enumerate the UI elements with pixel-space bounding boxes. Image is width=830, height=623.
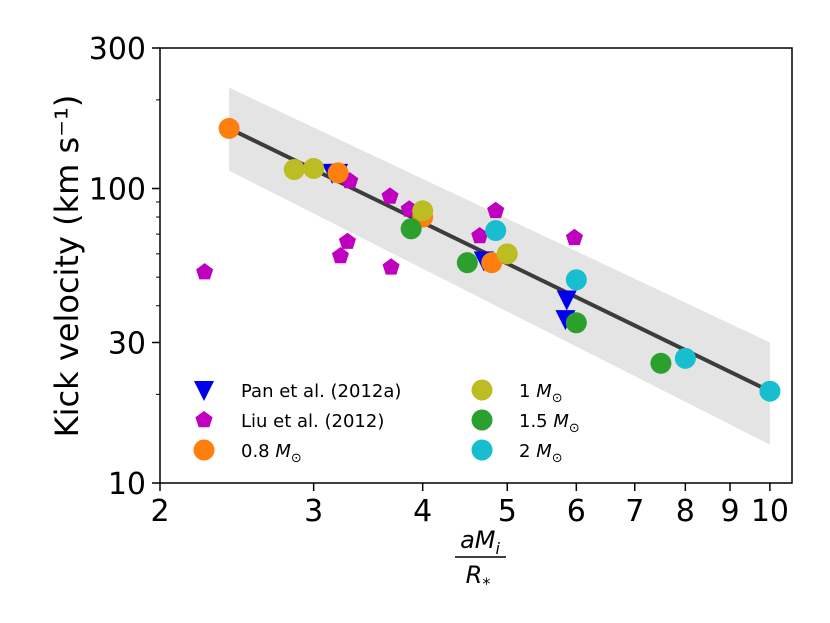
y-tick-label: 10	[108, 467, 146, 502]
data-point	[485, 220, 507, 242]
data-point	[565, 228, 583, 246]
data-points-layer	[196, 117, 781, 402]
data-point	[456, 252, 478, 274]
legend-entry: Liu et al. (2012)	[195, 411, 384, 432]
series-5	[485, 220, 781, 402]
data-point	[382, 258, 400, 275]
data-point	[556, 290, 577, 311]
series-3	[283, 157, 518, 265]
data-point	[650, 352, 672, 374]
x-axis-title-denominator: R*	[466, 561, 491, 593]
y-tick-label: 30	[108, 326, 146, 361]
axes-layer: 2 3 4 5 6 7 8 9 10 10 30 100 300	[89, 32, 793, 529]
data-point	[759, 380, 781, 402]
data-point	[196, 263, 214, 280]
y-tick-label: 300	[89, 32, 146, 67]
legend-marker	[471, 439, 493, 461]
x-axis-title-numerator: aMi	[460, 526, 500, 558]
legend: Pan et al. (2012a) Liu et al. (2012) 0.8 M…	[193, 379, 580, 466]
series-4	[400, 218, 672, 374]
legend-marker	[471, 379, 493, 401]
data-point	[471, 227, 489, 244]
data-point	[674, 347, 696, 369]
legend-label: 1 M⊙	[519, 381, 563, 406]
data-point	[327, 162, 349, 184]
legend-entry: 0.8 M⊙	[193, 439, 302, 466]
legend-label: Pan et al. (2012a)	[241, 381, 401, 402]
legend-label: Liu et al. (2012)	[241, 411, 384, 432]
legend-entry: 1.5 M⊙	[471, 409, 580, 436]
data-point	[218, 117, 240, 139]
data-point	[381, 187, 399, 204]
y-axis-title: Kick velocity (km s⁻¹)	[48, 95, 86, 438]
data-point	[412, 200, 434, 222]
data-point	[400, 218, 422, 240]
legend-marker	[193, 439, 215, 461]
x-tick-label: 10	[751, 494, 789, 529]
legend-marker	[194, 381, 214, 401]
legend-entry: Pan et al. (2012a)	[194, 381, 401, 402]
x-tick-label: 3	[304, 494, 323, 529]
data-point	[565, 312, 587, 334]
x-tick-label: 6	[567, 494, 586, 529]
x-tick-label: 5	[498, 494, 517, 529]
legend-label: 2 M⊙	[519, 441, 563, 466]
x-axis-title: aMi R*	[455, 526, 506, 593]
data-point	[303, 157, 325, 179]
x-tick-label: 2	[150, 494, 169, 529]
data-point	[481, 252, 503, 274]
legend-label: 1.5 M⊙	[519, 411, 580, 436]
y-tick-label: 100	[89, 173, 146, 208]
legend-entry: 2 M⊙	[471, 439, 563, 466]
legend-marker	[195, 411, 213, 428]
legend-marker	[471, 409, 493, 431]
data-point	[565, 269, 587, 291]
data-point	[496, 243, 518, 265]
series-2	[218, 117, 503, 274]
plot-frame	[159, 47, 793, 484]
data-point	[283, 159, 305, 181]
legend-entry: 1 M⊙	[471, 379, 563, 406]
x-tick-label: 4	[413, 494, 432, 529]
data-point	[331, 247, 349, 264]
x-tick-label: 8	[676, 494, 695, 529]
x-tick-label: 7	[625, 494, 644, 529]
legend-label: 0.8 M⊙	[241, 441, 302, 466]
x-tick-label: 9	[720, 494, 739, 529]
data-point	[338, 232, 356, 249]
data-point	[487, 201, 505, 219]
